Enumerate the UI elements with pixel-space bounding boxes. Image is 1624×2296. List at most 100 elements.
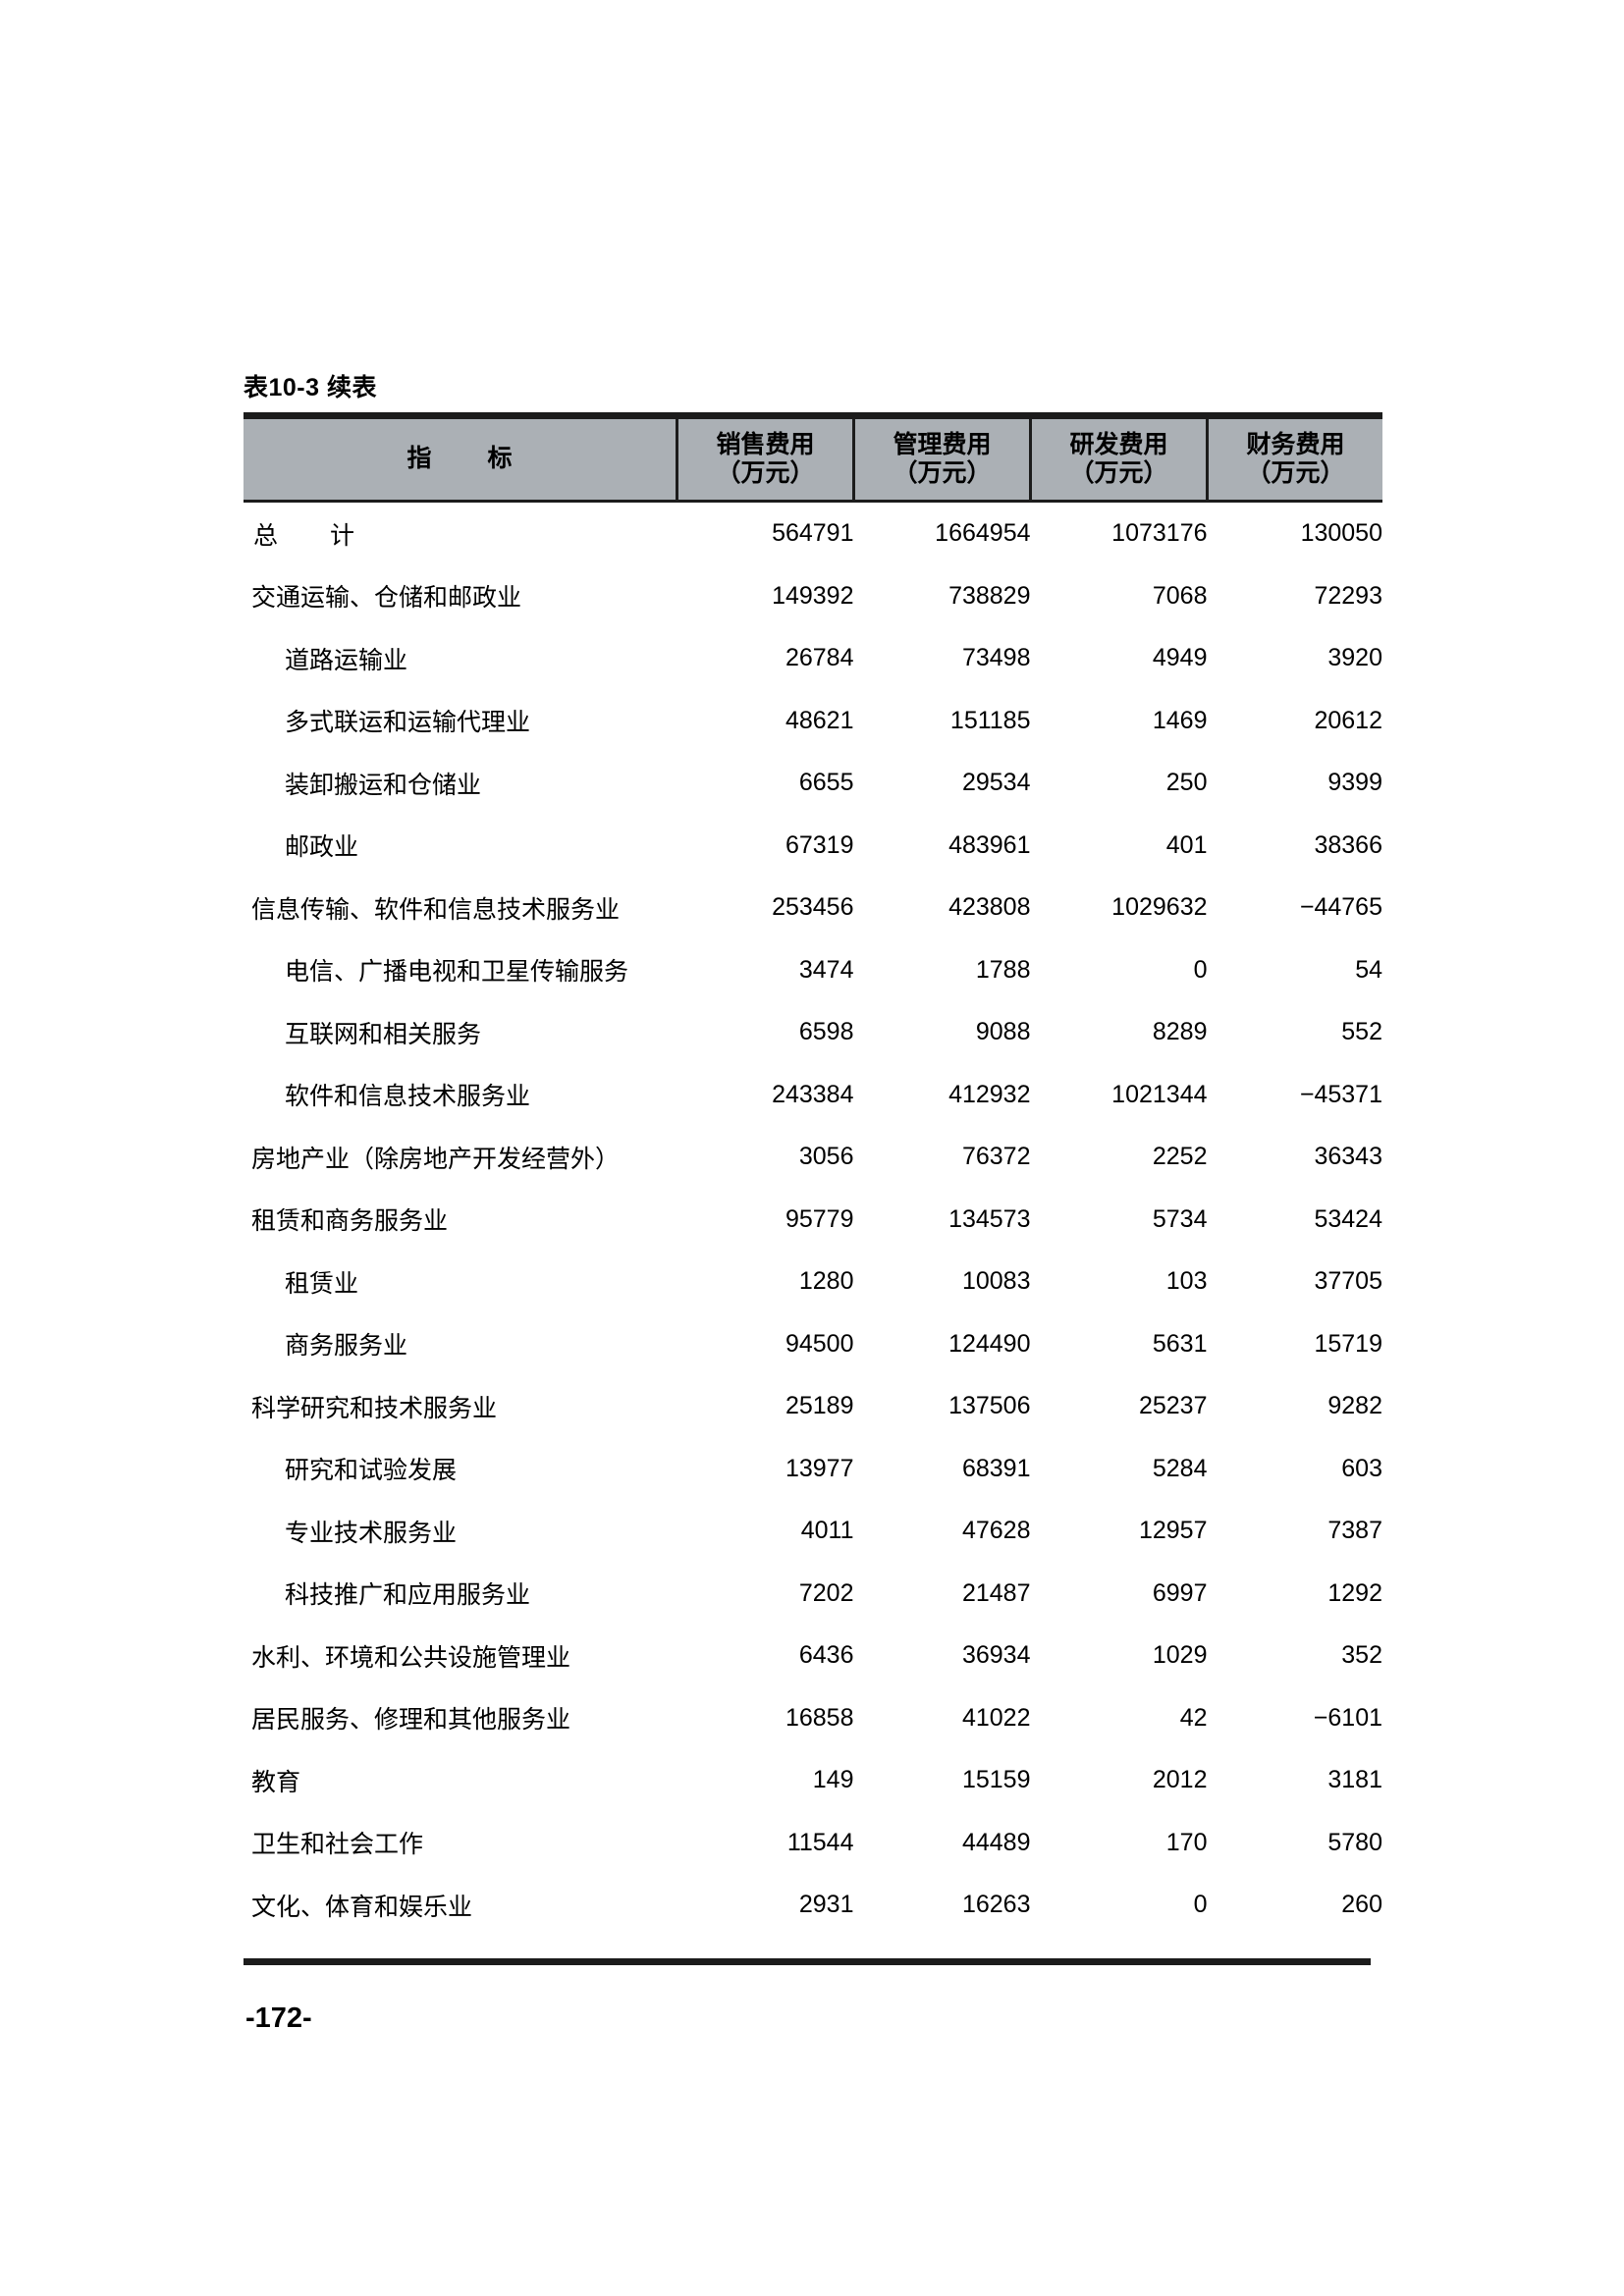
row-value: −44765 <box>1299 893 1382 922</box>
row-value: 95779 <box>785 1204 854 1233</box>
row-value: 1280 <box>798 1267 854 1296</box>
table-row: 租赁业 1280 10083 103 37705 <box>244 1251 1382 1313</box>
row-value: 253456 <box>772 893 854 922</box>
table-row: 租赁和商务服务业 95779 134573 5734 53424 <box>244 1189 1382 1252</box>
table-row: 互联网和相关服务 6598 9088 8289 552 <box>244 1001 1382 1064</box>
row-value: 72293 <box>1314 581 1382 610</box>
row-value: 4949 <box>1152 644 1208 672</box>
row-value: 8289 <box>1152 1018 1208 1046</box>
table-row: 交通运输、仓储和邮政业 149392 738829 7068 72293 <box>244 565 1382 628</box>
column-header-admin-expense-line1: 管理费用 <box>893 430 992 458</box>
row-value: 124490 <box>948 1329 1031 1358</box>
table-row: 科技推广和应用服务业 7202 21487 6997 1292 <box>244 1563 1382 1626</box>
row-label: 卫生和社会工作 <box>251 1831 424 1859</box>
row-value: 5284 <box>1152 1454 1208 1482</box>
row-value: 47628 <box>961 1517 1031 1545</box>
row-value: 1021344 <box>1111 1080 1208 1108</box>
row-value: 3181 <box>1327 1766 1382 1794</box>
row-value: 9282 <box>1327 1392 1382 1420</box>
row-value: 423808 <box>948 893 1031 922</box>
row-value: 738829 <box>948 581 1031 610</box>
row-value: 6655 <box>798 769 854 797</box>
column-header-finance-expense-line1: 财务费用 <box>1246 430 1345 458</box>
row-value: 94500 <box>785 1329 854 1358</box>
row-value: 5780 <box>1327 1828 1382 1856</box>
row-value: 6997 <box>1152 1578 1208 1607</box>
column-header-sales-expense-line1: 销售费用 <box>716 430 815 458</box>
row-value: 21487 <box>961 1578 1031 1607</box>
row-label: 道路运输业 <box>285 646 408 674</box>
row-value: 243384 <box>772 1080 854 1108</box>
table-row: 水利、环境和公共设施管理业 6436 36934 1029 352 <box>244 1625 1382 1687</box>
table-row: 研究和试验发展 13977 68391 5284 603 <box>244 1438 1382 1501</box>
column-header-rnd-expense-unit: （万元） <box>1069 459 1168 487</box>
row-value: 4011 <box>800 1517 854 1545</box>
row-label: 水利、环境和公共设施管理业 <box>251 1643 571 1672</box>
row-label: 信息传输、软件和信息技术服务业 <box>251 895 621 924</box>
row-value: 25189 <box>785 1392 854 1420</box>
row-value: 1029 <box>1152 1641 1208 1670</box>
row-label: 科学研究和技术服务业 <box>251 1394 498 1422</box>
row-value: 15159 <box>961 1766 1031 1794</box>
row-value: 29534 <box>961 769 1031 797</box>
table-row: 多式联运和运输代理业 48621 151185 1469 20612 <box>244 690 1382 753</box>
table-row: 电信、广播电视和卫星传输服务 3474 1788 0 54 <box>244 939 1382 1002</box>
column-header-indicator-label: 指 标 <box>406 445 528 473</box>
row-label: 房地产业（除房地产开发经营外） <box>251 1145 621 1173</box>
column-header-admin-expense: 管理费用 （万元） <box>852 412 1031 503</box>
row-value: 7068 <box>1152 581 1208 610</box>
row-value: 41022 <box>961 1703 1031 1732</box>
table-row: 教育 149 15159 2012 3181 <box>244 1749 1382 1812</box>
row-value: 0 <box>1193 1891 1208 1919</box>
table-caption: 表10-3 续表 <box>244 374 377 401</box>
row-label: 租赁业 <box>285 1269 359 1298</box>
row-value: 2252 <box>1152 1143 1208 1171</box>
row-value: 352 <box>1341 1641 1382 1670</box>
row-value: 67319 <box>785 830 854 859</box>
row-value: 137506 <box>948 1392 1031 1420</box>
row-value: 149 <box>812 1766 854 1794</box>
row-label: 多式联运和运输代理业 <box>285 709 531 737</box>
row-label: 研究和试验发展 <box>285 1457 458 1485</box>
table-header-row: 指 标 销售费用 （万元） 管理费用 （万元） 研发费用 （万元） <box>244 412 1382 503</box>
row-label: 总 计 <box>253 521 369 550</box>
row-value: 1469 <box>1152 706 1208 734</box>
row-value: 2931 <box>798 1891 854 1919</box>
row-value: 16858 <box>785 1703 854 1732</box>
row-label: 租赁和商务服务业 <box>251 1207 449 1236</box>
row-label: 文化、体育和娱乐业 <box>251 1893 473 1921</box>
row-label: 交通运输、仓储和邮政业 <box>251 584 522 613</box>
column-header-finance-expense: 财务费用 （万元） <box>1206 412 1382 503</box>
table-row: 居民服务、修理和其他服务业 16858 41022 42 −6101 <box>244 1687 1382 1750</box>
row-value: 25237 <box>1138 1392 1208 1420</box>
row-value: 1664954 <box>935 519 1031 548</box>
table-body: 总 计 564791 1664954 1073176 130050 交通运输、仓储和邮政业… <box>244 502 1382 1937</box>
row-value: 412932 <box>948 1080 1031 1108</box>
row-value: 1073176 <box>1111 519 1208 548</box>
row-value: 36934 <box>961 1641 1031 1670</box>
row-label: 软件和信息技术服务业 <box>285 1083 531 1111</box>
row-value: 260 <box>1341 1891 1382 1919</box>
row-value: 564791 <box>772 519 854 548</box>
table-row: 科学研究和技术服务业 25189 137506 25237 9282 <box>244 1375 1382 1438</box>
row-value: 54 <box>1355 955 1382 984</box>
row-value: 5631 <box>1152 1329 1208 1358</box>
table-row: 信息传输、软件和信息技术服务业 253456 423808 1029632 −44765 <box>244 877 1382 939</box>
row-value: 3056 <box>798 1143 854 1171</box>
row-value: 48621 <box>785 706 854 734</box>
row-value: 12957 <box>1138 1517 1208 1545</box>
page-number: -172- <box>245 2002 312 2034</box>
row-value: 149392 <box>772 581 854 610</box>
row-value: 11544 <box>786 1828 854 1856</box>
row-value: 9088 <box>975 1018 1031 1046</box>
row-label: 互联网和相关服务 <box>285 1020 482 1048</box>
row-value: 53424 <box>1314 1204 1382 1233</box>
row-value: 36343 <box>1314 1143 1382 1171</box>
table-row: 道路运输业 26784 73498 4949 3920 <box>244 627 1382 690</box>
row-label: 居民服务、修理和其他服务业 <box>251 1706 571 1735</box>
table-header: 指 标 销售费用 （万元） 管理费用 （万元） 研发费用 （万元） <box>244 412 1382 503</box>
row-value: 7202 <box>798 1578 854 1607</box>
row-value: 401 <box>1165 830 1208 859</box>
row-value: 3474 <box>798 955 854 984</box>
